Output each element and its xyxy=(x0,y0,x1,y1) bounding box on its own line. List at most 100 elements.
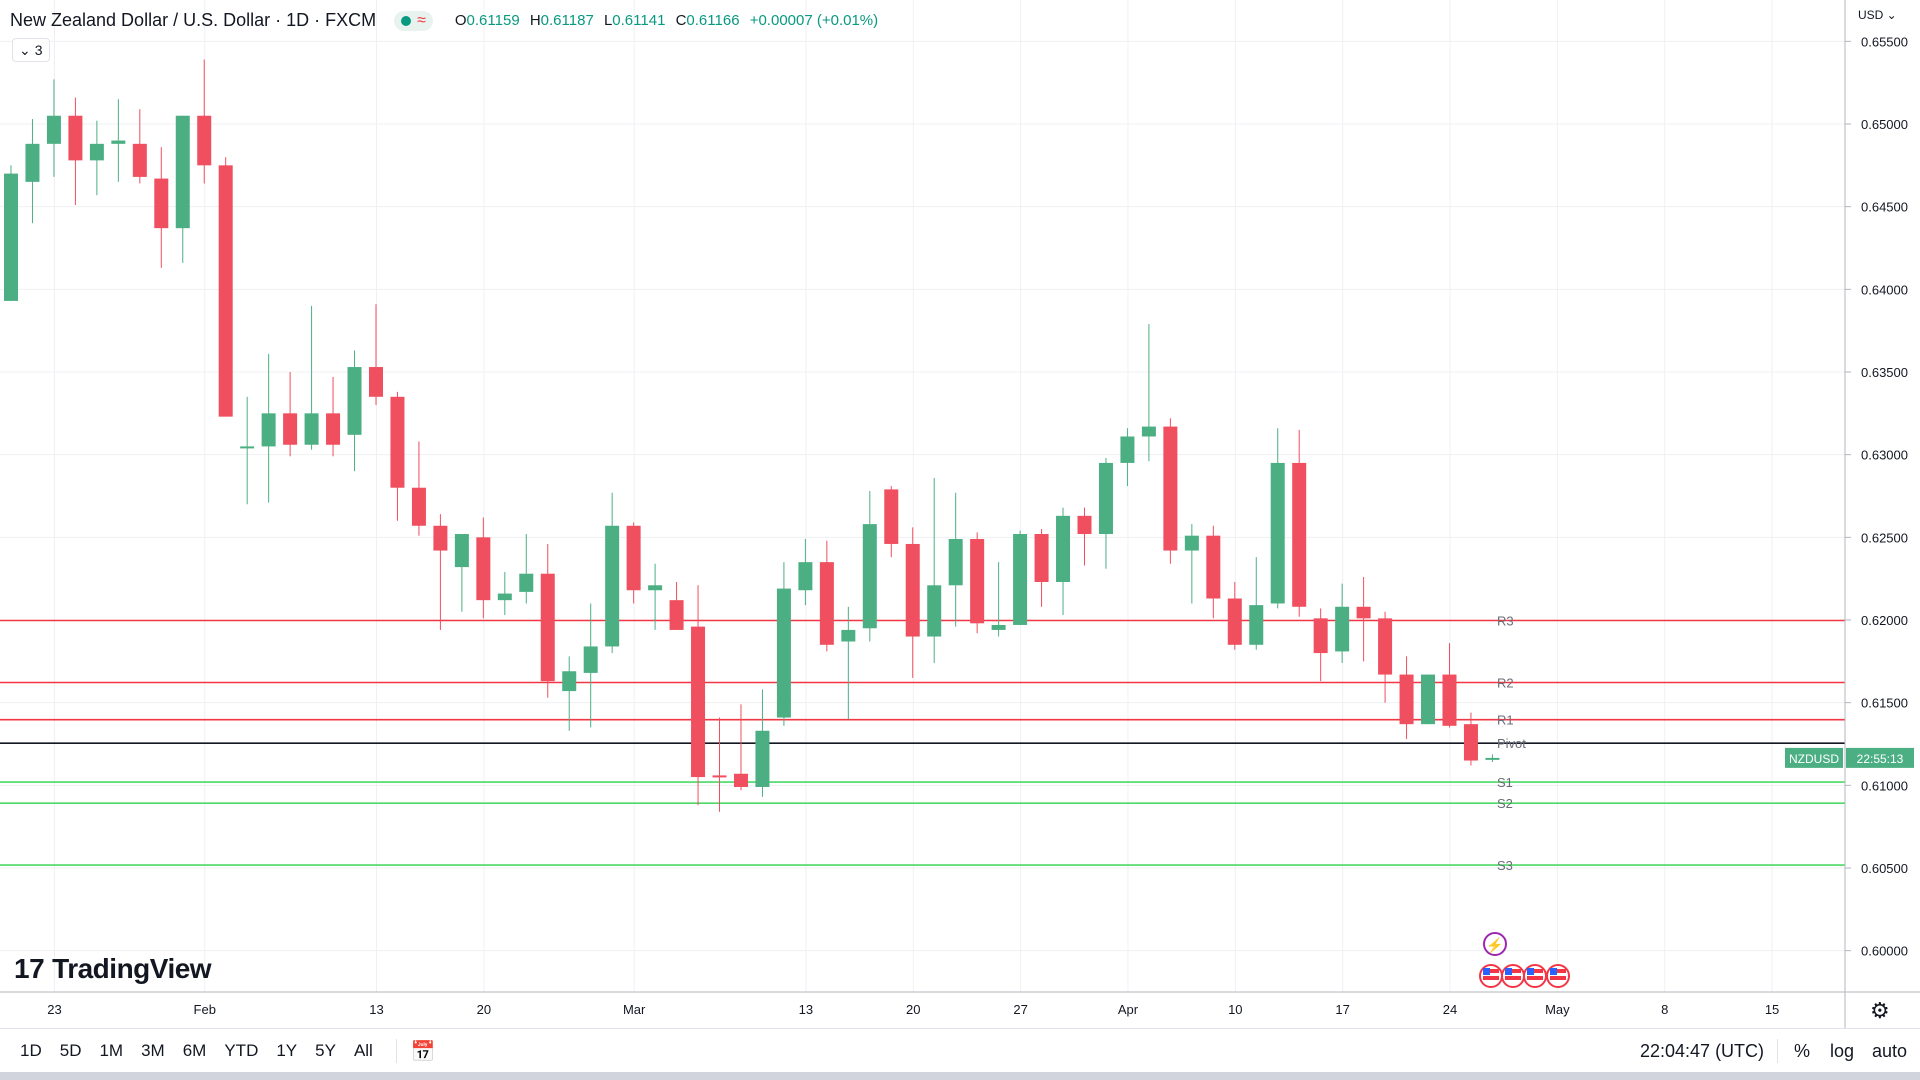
utc-clock[interactable]: 22:04:47 (UTC) xyxy=(1640,1041,1765,1061)
candle-bearish xyxy=(1356,577,1371,662)
pivot-label-s1: S1 xyxy=(1497,775,1513,790)
candle-body xyxy=(733,773,748,787)
time-tick-label: 15 xyxy=(1765,1002,1779,1017)
candle-body xyxy=(1356,606,1371,619)
flag-canton xyxy=(1550,968,1557,975)
flag-stripe xyxy=(1550,976,1566,980)
time-tick-label: 8 xyxy=(1661,1002,1668,1017)
currency-selector[interactable]: USD ⌄ xyxy=(1858,8,1897,22)
candle-bearish xyxy=(476,517,491,619)
pivot-label-r1: R1 xyxy=(1497,713,1514,728)
candle-body xyxy=(218,165,233,417)
indicators-toggle[interactable]: ⌄ 3 xyxy=(12,38,50,62)
last-price-ticker: NZDUSD xyxy=(1789,752,1839,766)
range-5d[interactable]: 5D xyxy=(59,1041,82,1060)
us-flag-event-icon xyxy=(1523,964,1547,988)
candle-bearish xyxy=(1206,525,1221,619)
candle-body xyxy=(927,585,942,637)
candle-bullish xyxy=(991,562,1006,637)
candle-body xyxy=(776,588,791,718)
us-flag-event-icon xyxy=(1546,964,1570,988)
candle-bullish xyxy=(4,165,18,301)
candle-bullish xyxy=(519,534,534,604)
candle-bullish xyxy=(776,562,791,726)
candle-bullish xyxy=(25,119,40,224)
price-tick-label: 0.62500 xyxy=(1861,530,1908,545)
candle-body xyxy=(1206,535,1221,599)
candle-body xyxy=(819,562,834,645)
candle-body xyxy=(755,730,770,787)
lightning-event-icon xyxy=(1483,932,1507,956)
economic-events: ⚡ xyxy=(1479,932,1570,988)
candle-body xyxy=(433,525,448,551)
candle-bearish xyxy=(712,717,727,812)
time-tick-label: Apr xyxy=(1118,1002,1139,1017)
candle-body xyxy=(691,626,706,778)
candle-body xyxy=(583,646,598,673)
range-1d[interactable]: 1D xyxy=(20,1041,42,1060)
candle-body xyxy=(1270,462,1285,604)
range-5y[interactable]: 5Y xyxy=(315,1041,336,1060)
range-ytd[interactable]: YTD xyxy=(224,1041,259,1060)
candle-body xyxy=(476,537,491,601)
candle-bullish xyxy=(175,115,190,263)
time-tick-label: Mar xyxy=(623,1002,646,1017)
symbol-title[interactable]: New Zealand Dollar / U.S. Dollar · 1D · … xyxy=(10,10,377,30)
log-scale-toggle[interactable]: log xyxy=(1830,1041,1855,1061)
candle-bullish xyxy=(347,350,362,472)
candle-body xyxy=(1013,534,1028,625)
us-flag-event-icon xyxy=(1501,964,1525,988)
time-tick-label: 13 xyxy=(369,1002,383,1017)
toolbar-divider xyxy=(395,1039,397,1063)
auto-scale-toggle[interactable]: auto xyxy=(1872,1041,1908,1061)
candle-body xyxy=(862,524,877,629)
candle-body xyxy=(712,775,727,778)
range-1m[interactable]: 1M xyxy=(99,1041,124,1060)
flag-stripe xyxy=(1527,976,1543,980)
candle-bearish xyxy=(733,704,748,791)
candle-bearish xyxy=(368,304,383,406)
time-tick-label: 24 xyxy=(1443,1002,1457,1017)
candle-bearish xyxy=(1163,418,1178,564)
range-1y[interactable]: 1Y xyxy=(276,1041,298,1060)
range-6m[interactable]: 6M xyxy=(182,1041,207,1060)
data-mode-icon: ≈ xyxy=(417,11,426,29)
us-flag-event-icon xyxy=(1479,964,1503,988)
candle-body xyxy=(326,413,341,445)
candle-bearish xyxy=(1292,429,1307,617)
axes: 0.60000 0.60500 0.61000 0.61500 0.62000 0.625… xyxy=(0,0,1920,1028)
candle-bearish xyxy=(1313,608,1328,682)
candle-body xyxy=(111,140,126,144)
candle-body xyxy=(669,600,684,630)
gear-icon[interactable]: ⚙ xyxy=(1870,998,1890,1023)
candle-body xyxy=(175,115,190,229)
calendar-icon[interactable]: 📅 xyxy=(410,1040,436,1063)
toolbar-divider xyxy=(1777,1039,1778,1063)
time-tick-label: 20 xyxy=(477,1002,491,1017)
range-3m[interactable]: 3M xyxy=(141,1041,165,1060)
candle-bearish xyxy=(1077,507,1092,566)
candle-bearish xyxy=(1227,581,1242,650)
candle-bearish xyxy=(433,514,448,630)
candle-bullish xyxy=(46,79,61,177)
candle-body xyxy=(1249,605,1264,645)
candle-bullish xyxy=(89,120,104,196)
candle-body xyxy=(261,413,276,447)
candle-body xyxy=(283,413,298,445)
candle-bearish xyxy=(819,540,834,652)
market-status-pill[interactable]: ≈ xyxy=(394,10,433,31)
window-bottom-edge xyxy=(0,1072,1920,1080)
last-price-countdown: 22:55:13 xyxy=(1857,752,1904,766)
candle-body xyxy=(1184,535,1199,551)
chevron-down-icon: ⌄ xyxy=(1883,8,1897,22)
price-tick-label: 0.61500 xyxy=(1861,696,1908,711)
candle-bearish xyxy=(540,543,555,698)
candle-body xyxy=(368,367,383,397)
percent-scale-toggle[interactable]: % xyxy=(1794,1041,1811,1061)
tradingview-logo[interactable]: 17 TradingView xyxy=(14,953,212,985)
range-all[interactable]: All xyxy=(353,1041,373,1060)
candle-body xyxy=(905,543,920,637)
change-value: +0.00007 (+0.01%) xyxy=(749,12,879,29)
